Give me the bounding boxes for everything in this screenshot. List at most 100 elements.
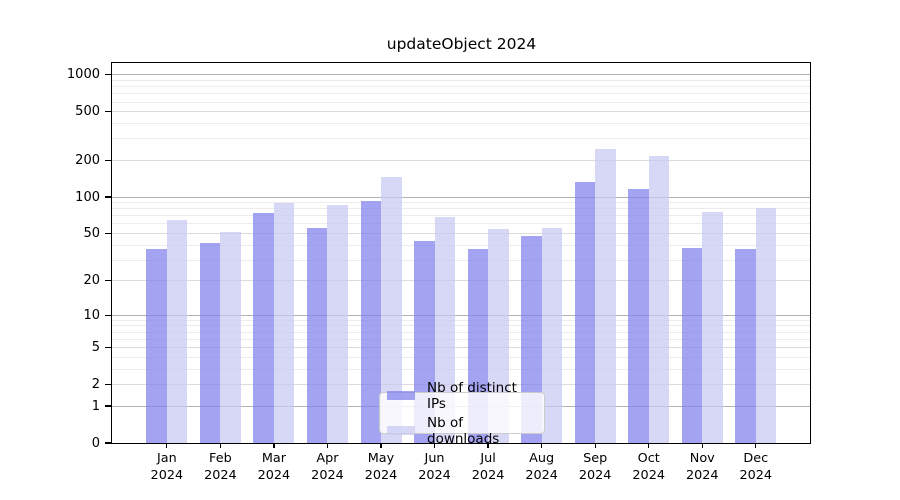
x-axis-tick-label: Mar 2024 (257, 451, 291, 483)
bar-downloads-jan (166, 219, 188, 443)
gridline (112, 79, 811, 81)
gridline (112, 223, 811, 225)
legend-item-distinct-ips: Nb of distinct IPs (387, 380, 536, 412)
gridline (112, 383, 811, 385)
bar-distinct-ips-aug (521, 235, 542, 443)
gridline (112, 138, 811, 140)
gridline (112, 331, 811, 333)
bar-distinct-ips-mar (253, 212, 274, 443)
gridline (112, 338, 811, 340)
gridline (112, 196, 811, 198)
x-axis-tick (755, 443, 757, 448)
x-axis-tick (273, 443, 275, 448)
y-axis-tick (105, 383, 111, 386)
x-axis-tick (219, 443, 221, 448)
x-axis-tick-label: Oct 2024 (632, 451, 665, 483)
x-axis-tick-label: May 2024 (364, 451, 398, 483)
y-axis-tick-label: 5 (91, 340, 100, 356)
x-axis-tick (701, 443, 703, 448)
x-axis-tick-label: Feb 2024 (204, 451, 237, 483)
y-axis-tick (105, 280, 111, 282)
bar-downloads-dec (755, 207, 777, 443)
legend-swatch-distinct-ips-icon (387, 391, 415, 400)
x-axis-tick-label: Jun 2024 (418, 451, 451, 483)
y-axis-tick (105, 74, 111, 76)
y-axis-tick (105, 232, 111, 235)
bar-downloads-may (381, 177, 402, 443)
bar-downloads-jun (434, 217, 456, 443)
x-axis-tick (380, 443, 382, 448)
bar-downloads-mar (273, 202, 295, 443)
y-axis-tick (105, 314, 111, 316)
x-axis-tick (541, 443, 543, 448)
gridline (112, 259, 811, 261)
y-axis-tick-label: 2 (91, 376, 100, 392)
bar-downloads-sep (595, 148, 616, 443)
gridline (112, 368, 811, 370)
bar-distinct-ips-oct (628, 189, 649, 443)
bar-distinct-ips-may (360, 200, 381, 443)
y-axis-tick-label: 20 (83, 273, 100, 289)
gridline (112, 356, 811, 358)
legend-item-downloads: Nb of downloads (387, 415, 536, 447)
y-axis-tick (105, 196, 111, 198)
gridline (112, 93, 811, 95)
bar-downloads-aug (541, 227, 563, 443)
x-axis-tick (166, 443, 168, 448)
bar-distinct-ips-jan (146, 249, 167, 443)
bar-downloads-apr (327, 205, 348, 443)
gridline (112, 280, 811, 282)
legend: Nb of distinct IPs Nb of downloads (379, 380, 545, 447)
x-axis-tick-label: Jul 2024 (471, 451, 505, 483)
gridline (112, 215, 811, 217)
bar-downloads-nov (702, 211, 723, 443)
y-axis-tick-label: 100 (75, 189, 100, 205)
x-axis-tick (433, 443, 436, 448)
bar-downloads-oct (648, 156, 670, 443)
gridline (112, 208, 811, 210)
y-axis-tick-label: 0 (91, 435, 100, 451)
gridline (112, 232, 811, 234)
bar-distinct-ips-sep (574, 182, 596, 443)
gridline (112, 319, 811, 321)
gridline (112, 325, 811, 327)
gridline (112, 86, 811, 88)
legend-label-distinct-ips: Nb of distinct IPs (427, 379, 517, 412)
x-axis-tick-label: Jan 2024 (150, 451, 184, 483)
x-axis-tick (487, 443, 489, 448)
gridline (112, 202, 811, 204)
y-axis-tick (105, 346, 111, 349)
bar-distinct-ips-dec (735, 249, 756, 443)
x-axis-tick-label: Nov 2024 (685, 451, 719, 483)
gridline (112, 347, 811, 349)
x-axis-tick-label: Aug 2024 (525, 451, 558, 483)
gridline (112, 314, 811, 316)
x-axis-tick-label: Apr 2024 (311, 451, 344, 483)
x-axis-tick-label: Sep 2024 (578, 451, 612, 483)
x-axis-tick (648, 443, 650, 448)
chart-title: updateObject 2024 (386, 35, 537, 53)
gridline (112, 159, 811, 161)
y-axis-tick (105, 405, 111, 407)
bar-downloads-jul (488, 228, 509, 443)
x-axis-tick (594, 443, 596, 448)
y-axis-tick-label: 50 (83, 225, 100, 241)
legend-swatch-downloads-icon (387, 426, 415, 435)
bar-downloads-feb (220, 232, 241, 443)
gridline (112, 244, 811, 246)
gridline (112, 111, 811, 113)
y-axis-tick-label: 200 (75, 152, 100, 168)
legend-label-downloads: Nb of downloads (427, 414, 500, 447)
gridline (112, 123, 811, 125)
y-axis-tick-label: 1 (91, 398, 100, 414)
y-axis-tick-label: 1000 (66, 67, 100, 83)
y-axis-tick (105, 111, 111, 113)
bar-distinct-ips-feb (199, 242, 221, 443)
bar-distinct-ips-nov (681, 247, 703, 443)
y-axis-tick-label: 500 (75, 104, 100, 120)
y-axis-tick (105, 442, 111, 444)
y-axis-tick-label: 10 (83, 307, 100, 323)
bar-distinct-ips-apr (306, 227, 328, 443)
x-axis-tick (326, 443, 329, 448)
